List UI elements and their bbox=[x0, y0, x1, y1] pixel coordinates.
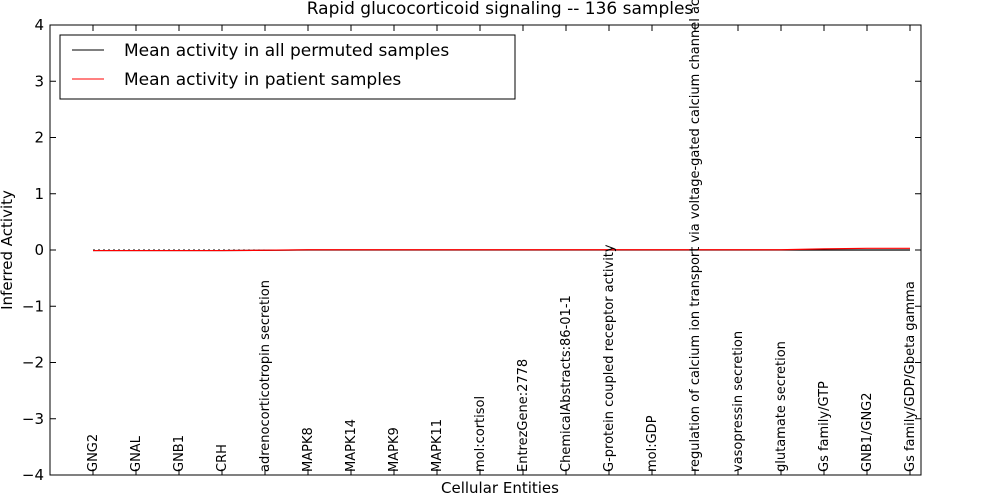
y-tick-label: −3 bbox=[22, 410, 44, 428]
x-category-label: Gs family/GDP/Gbeta gamma bbox=[903, 281, 918, 472]
y-axis: 4 3 2 1 0 −1 −2 −3 −4 bbox=[22, 16, 921, 484]
x-category-label: G-protein coupled receptor activity bbox=[602, 244, 617, 472]
y-tick-label: −1 bbox=[22, 297, 44, 315]
x-category-label: Gs family/GTP bbox=[817, 381, 832, 472]
y-tick-label: −2 bbox=[22, 354, 44, 372]
x-category-label: EntrezGene:2778 bbox=[516, 359, 531, 472]
legend-label-permuted: Mean activity in all permuted samples bbox=[124, 41, 449, 61]
x-axis-label: Cellular Entities bbox=[441, 479, 559, 497]
x-category-label: GNG2 bbox=[86, 434, 101, 472]
x-category-label: CRH bbox=[215, 444, 230, 472]
chart-title: Rapid glucocorticoid signaling -- 136 sa… bbox=[307, 0, 694, 19]
legend-label-patient: Mean activity in patient samples bbox=[124, 70, 401, 90]
y-tick-label: 1 bbox=[34, 185, 44, 203]
x-category-label: MAPK11 bbox=[430, 419, 445, 472]
legend: Mean activity in all permuted samples Me… bbox=[59, 34, 516, 100]
x-category-label: glutamate secretion bbox=[774, 341, 789, 472]
x-category-label: MAPK14 bbox=[344, 419, 359, 472]
x-category-label: GNB1/GNG2 bbox=[860, 392, 875, 472]
series-line-patient bbox=[93, 247, 910, 252]
x-category-label: GNAL bbox=[129, 435, 144, 472]
x-category-label: mol:cortisol bbox=[473, 396, 488, 472]
series-lines bbox=[93, 247, 910, 252]
y-tick-label: 2 bbox=[34, 129, 44, 147]
y-tick-label: 4 bbox=[34, 16, 44, 34]
x-category-label: vasopressin secretion bbox=[731, 331, 746, 472]
legend-box bbox=[59, 34, 516, 100]
y-tick-label: 3 bbox=[34, 72, 44, 90]
y-tick-label: 0 bbox=[34, 241, 44, 259]
y-axis-label: Inferred Activity bbox=[0, 190, 16, 310]
x-category-label: regulation of calcium ion transport via … bbox=[688, 0, 703, 472]
x-category-label: mol:GDP bbox=[645, 415, 660, 472]
x-category-label: ChemicalAbstracts:86-01-1 bbox=[559, 295, 574, 472]
x-axis bbox=[92, 25, 911, 475]
x-category-label: GNB1 bbox=[172, 435, 187, 472]
category-labels: GNG2 GNAL GNB1 CRH adrenocorticotropin secre… bbox=[86, 0, 918, 472]
x-category-label: MAPK9 bbox=[387, 427, 402, 472]
x-category-label: adrenocorticotropin secretion bbox=[258, 280, 273, 472]
y-tick-label: −4 bbox=[22, 466, 44, 484]
x-category-label: MAPK8 bbox=[301, 427, 316, 472]
